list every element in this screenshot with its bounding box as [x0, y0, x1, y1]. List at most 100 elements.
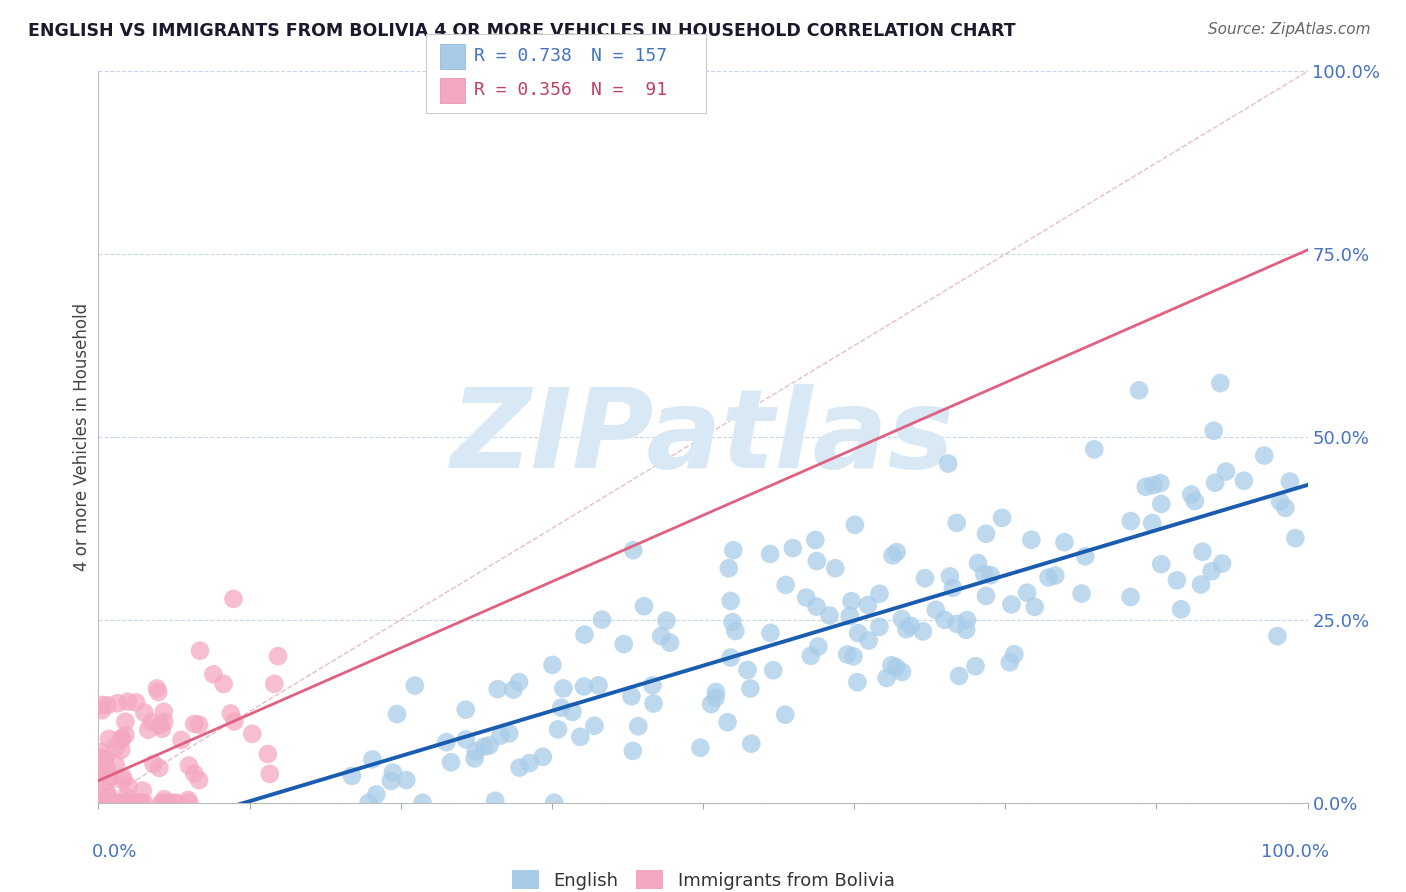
Point: [936, 457, 959, 471]
Point: [794, 591, 817, 605]
Text: N =  91: N = 91: [591, 81, 666, 99]
Point: [991, 511, 1014, 525]
Point: [1274, 500, 1296, 515]
Point: [759, 547, 782, 561]
Point: [773, 707, 796, 722]
Point: [925, 603, 948, 617]
Point: [100, 796, 122, 810]
Point: [782, 541, 804, 556]
Point: [132, 796, 155, 810]
Point: [1128, 384, 1150, 398]
Point: [519, 756, 541, 770]
Point: [588, 678, 610, 692]
Text: R = 0.356: R = 0.356: [474, 81, 572, 99]
Point: [980, 568, 1002, 582]
Point: [572, 680, 595, 694]
Point: [91, 745, 114, 759]
Point: [934, 613, 956, 627]
Point: [89, 796, 111, 810]
Point: [721, 615, 744, 629]
Point: [896, 622, 918, 636]
Point: [880, 658, 903, 673]
Text: Source: ZipAtlas.com: Source: ZipAtlas.com: [1208, 22, 1371, 37]
Point: [380, 774, 402, 789]
Point: [93, 796, 115, 810]
Point: [1038, 570, 1060, 584]
Point: [1070, 586, 1092, 600]
Point: [134, 706, 156, 720]
Point: [844, 517, 866, 532]
Point: [531, 750, 554, 764]
Point: [188, 643, 211, 657]
Point: [454, 703, 477, 717]
Point: [1233, 474, 1256, 488]
Point: [858, 633, 880, 648]
Point: [96, 784, 118, 798]
Point: [96, 698, 118, 713]
Point: [107, 796, 129, 810]
Point: [882, 549, 904, 563]
Point: [543, 796, 565, 810]
Point: [100, 796, 122, 810]
Point: [366, 788, 388, 802]
Point: [1268, 494, 1291, 508]
Point: [876, 671, 898, 685]
Point: [886, 545, 908, 559]
Point: [94, 753, 117, 767]
Point: [655, 614, 678, 628]
Point: [486, 681, 509, 696]
Point: [914, 571, 936, 585]
Point: [101, 796, 124, 810]
Point: [1000, 598, 1022, 612]
Point: [177, 793, 200, 807]
Point: [156, 796, 179, 810]
Point: [96, 763, 118, 777]
Point: [967, 556, 990, 570]
Point: [96, 796, 118, 810]
Point: [108, 796, 131, 810]
Point: [1278, 475, 1301, 489]
Legend: English, Immigrants from Bolivia: English, Immigrants from Bolivia: [505, 863, 901, 892]
Point: [357, 796, 380, 810]
Point: [464, 751, 486, 765]
Point: [1209, 376, 1232, 390]
Point: [104, 739, 127, 754]
Point: [804, 533, 827, 547]
Point: [150, 796, 173, 810]
Point: [434, 735, 457, 749]
Point: [141, 715, 163, 730]
Point: [89, 796, 111, 810]
Point: [869, 587, 891, 601]
Point: [117, 796, 139, 810]
Point: [100, 796, 122, 810]
Point: [131, 796, 153, 810]
Point: [110, 731, 132, 746]
Point: [740, 681, 762, 696]
Point: [89, 750, 111, 764]
Point: [1211, 557, 1233, 571]
Point: [846, 626, 869, 640]
Point: [700, 697, 723, 711]
Point: [998, 656, 1021, 670]
Point: [118, 779, 141, 793]
Point: [1189, 577, 1212, 591]
Point: [153, 792, 176, 806]
Point: [737, 663, 759, 677]
Point: [89, 756, 111, 770]
Point: [965, 659, 987, 673]
Point: [219, 706, 242, 721]
Point: [170, 733, 193, 747]
Point: [762, 663, 785, 677]
Point: [395, 772, 418, 787]
Point: [361, 752, 384, 766]
Text: ZIPatlas: ZIPatlas: [451, 384, 955, 491]
Point: [132, 783, 155, 797]
Text: 100.0%: 100.0%: [1261, 843, 1329, 861]
Point: [1119, 514, 1142, 528]
Point: [188, 773, 211, 788]
Point: [561, 705, 583, 719]
Point: [148, 685, 170, 699]
Point: [948, 669, 970, 683]
Point: [569, 730, 592, 744]
Point: [946, 616, 969, 631]
